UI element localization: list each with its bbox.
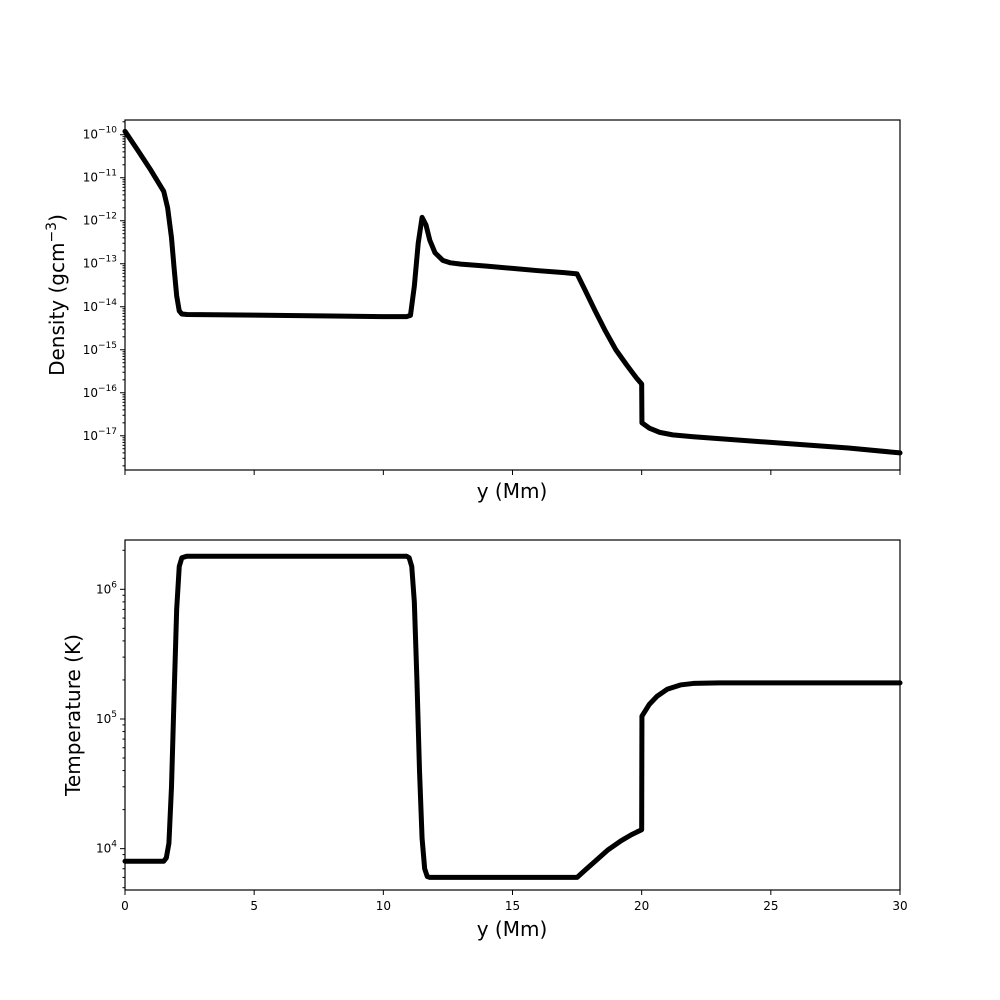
density-y-tick-exponent: −15 bbox=[98, 341, 117, 351]
temperature-y-tick-label: 105 bbox=[96, 710, 117, 726]
density-y-tick-base: 10 bbox=[83, 386, 98, 400]
density-y-tick-base: 10 bbox=[83, 128, 98, 142]
temperature-x-tick-label: 25 bbox=[763, 899, 778, 913]
temperature-y-tick-base: 10 bbox=[96, 842, 111, 856]
temperature-x-tick-label: 30 bbox=[892, 899, 907, 913]
density-y-label-exponent: −3 bbox=[44, 222, 60, 243]
density-y-tick-base: 10 bbox=[83, 257, 98, 271]
temperature-x-ticks: 0 5 10 15 20 25 30 bbox=[121, 890, 908, 913]
temperature-y-tick-exponent: 6 bbox=[111, 580, 117, 590]
temperature-y-tick-label: 104 bbox=[96, 840, 117, 856]
density-y-tick-label: 10−14 bbox=[83, 298, 118, 314]
density-y-tick-base: 10 bbox=[83, 300, 98, 314]
density-panel: 10−1010−1110−1210−1310−1410−1510−1610−17… bbox=[44, 119, 903, 503]
density-y-tick-label: 10−11 bbox=[83, 169, 117, 185]
density-y-tick-label: 10−16 bbox=[83, 384, 118, 400]
density-y-tick-exponent: −10 bbox=[98, 126, 117, 136]
temperature-series-line bbox=[122, 553, 903, 880]
density-y-tick-label: 10−12 bbox=[83, 212, 117, 228]
density-y-tick-exponent: −11 bbox=[98, 169, 117, 179]
density-y-label-close: ) bbox=[45, 214, 69, 222]
density-y-tick-base: 10 bbox=[83, 214, 98, 228]
density-y-tick-label: 10−10 bbox=[83, 126, 118, 142]
temperature-x-axis-label: y (Mm) bbox=[477, 917, 548, 941]
density-y-axis-label: Density (gcm−3) bbox=[44, 214, 69, 376]
temperature-x-tick-label: 5 bbox=[250, 899, 258, 913]
density-y-tick-base: 10 bbox=[83, 171, 98, 185]
density-y-tick-label: 10−13 bbox=[83, 255, 117, 271]
density-y-tick-exponent: −12 bbox=[98, 212, 117, 222]
density-y-tick-base: 10 bbox=[83, 429, 98, 443]
density-y-tick-label: 10−17 bbox=[83, 427, 117, 443]
temperature-x-tick-label: 0 bbox=[121, 899, 129, 913]
temperature-y-tick-base: 10 bbox=[96, 582, 111, 596]
temperature-y-tick-exponent: 5 bbox=[111, 710, 117, 720]
density-y-tick-base: 10 bbox=[83, 343, 98, 357]
density-y-label-text: Density (gcm bbox=[45, 243, 69, 376]
temperature-y-tick-label: 106 bbox=[96, 580, 117, 596]
temperature-x-tick-label: 10 bbox=[376, 899, 391, 913]
density-y-tick-exponent: −13 bbox=[98, 255, 117, 265]
density-x-ticks bbox=[124, 470, 901, 475]
temperature-plot-area bbox=[122, 553, 903, 880]
density-plot-area bbox=[122, 128, 903, 456]
density-x-axis-label: y (Mm) bbox=[477, 479, 548, 503]
temperature-x-tick-label: 20 bbox=[634, 899, 649, 913]
density-y-tick-exponent: −14 bbox=[98, 298, 117, 308]
temperature-x-tick-label: 15 bbox=[505, 899, 520, 913]
density-y-tick-exponent: −16 bbox=[98, 384, 117, 394]
temperature-y-axis-label: Temperature (K) bbox=[61, 634, 85, 797]
temperature-y-tick-base: 10 bbox=[96, 712, 111, 726]
density-y-tick-exponent: −17 bbox=[98, 427, 117, 437]
temperature-y-tick-exponent: 4 bbox=[111, 840, 117, 850]
density-series-line bbox=[122, 128, 903, 456]
density-y-tick-label: 10−15 bbox=[83, 341, 117, 357]
